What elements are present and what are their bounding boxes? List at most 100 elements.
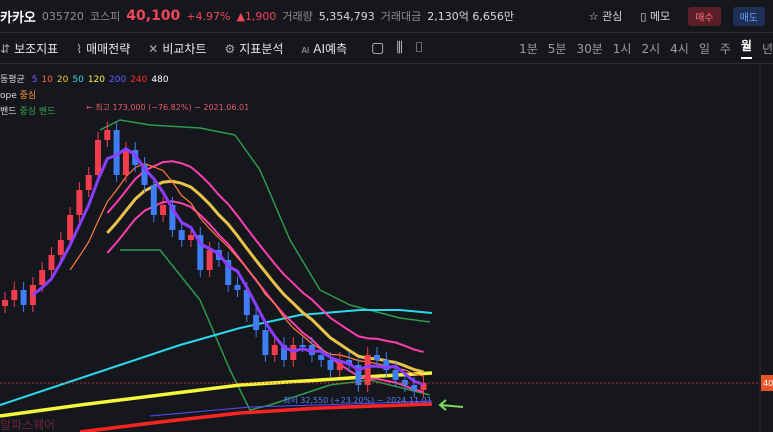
watermark: 알파스퀘어 (0, 418, 55, 432)
ma240 (79, 402, 433, 432)
period-button[interactable]: 5분 (547, 41, 567, 56)
period-button[interactable]: 2시 (641, 41, 661, 56)
change-pct: +4.97% (186, 9, 231, 23)
period-button[interactable]: 일 (698, 41, 710, 56)
tool-icon: ⇵ (0, 41, 11, 56)
tool-text: 보조지표 (14, 41, 59, 56)
ma-period: 240 (130, 75, 148, 85)
ma-legend: 동평균 5 10 20 50 120 200 240 480 (0, 72, 169, 85)
price: 40,100 (126, 8, 181, 24)
band-band: 밴드 (38, 107, 56, 117)
ma-period: 10 (41, 75, 53, 85)
band-lower (120, 249, 431, 411)
period-button[interactable]: 1시 (612, 41, 632, 56)
tool-button[interactable]: AI AI예측 (301, 40, 347, 57)
candle-body (234, 285, 241, 290)
candle-body (225, 260, 232, 285)
candle-body (411, 385, 418, 390)
period-button[interactable]: 30분 (576, 41, 603, 56)
ma200 (149, 400, 433, 417)
memo-text: 메모 (649, 10, 671, 23)
candle-body (401, 380, 408, 385)
price-tag-bg (761, 375, 773, 391)
candle-body (318, 355, 325, 360)
stock-code: 035720 (41, 9, 84, 23)
candle-body (76, 190, 83, 215)
candle-body (20, 290, 27, 305)
tool-icon: ⚙ (224, 41, 236, 56)
amount-label: 거래대금 (380, 10, 422, 23)
envelope-lower (106, 200, 424, 393)
watch-button[interactable]: ☆ 관심 (588, 10, 623, 23)
tool-button[interactable]: ⇵ 보조지표 (0, 40, 58, 57)
period-button[interactable]: 주 (719, 41, 731, 56)
candle-body (262, 330, 269, 355)
tool-icon-button[interactable]: ▢ (371, 40, 385, 56)
ma10 (69, 163, 424, 377)
period-button[interactable]: 년 (761, 41, 773, 56)
stock-name: 카카오 (0, 10, 36, 26)
ma50 (0, 309, 433, 406)
ma-period: 50 (72, 75, 84, 85)
candle-body (150, 185, 157, 215)
band-label: 밴드 (0, 107, 17, 117)
memo-button[interactable]: ▯ 메모 (640, 10, 671, 23)
volume-label: 거래량 (282, 10, 313, 23)
band-center: 중심 (19, 107, 36, 117)
change: ▲1,900 (236, 9, 277, 23)
toolbar: ⇵ 보조지표 ⌇ 매매전략 ✕ 비교차트 ⚙ 지표분석 AI AI예측 ▢ ⫼ ⌷ 1분 5분 30분 1시 2시… (0, 33, 773, 64)
envelope-center: 중심 (19, 91, 37, 101)
candle-body (374, 355, 380, 360)
candle-body (355, 365, 362, 385)
period-button[interactable]: 월 (740, 37, 752, 59)
candle-body (281, 345, 287, 360)
candle-body (299, 345, 306, 347)
sell-button[interactable]: 매도 (732, 6, 765, 26)
tool-button[interactable]: ⚙ 지표분석 (225, 40, 284, 57)
tool-icon-button[interactable]: ⌷ (414, 40, 424, 56)
candle-body (104, 130, 111, 140)
ma-period: 120 (87, 75, 105, 85)
period-button[interactable]: 1분 (519, 41, 538, 56)
arrow (438, 399, 464, 411)
tool-button[interactable]: ✕ 비교차트 (148, 40, 206, 57)
candle-body (169, 205, 176, 230)
ma-period: 5 (31, 75, 38, 85)
price-tag: 40 (763, 379, 773, 388)
candle-body (39, 270, 46, 285)
ma-period: 20 (56, 75, 69, 85)
candle-body (420, 383, 427, 390)
candle-body (113, 130, 120, 175)
market: 코스피 (89, 10, 121, 23)
candle-body (122, 150, 129, 175)
candle-body (57, 240, 64, 255)
candle-body (364, 355, 371, 385)
candle-body (67, 215, 74, 240)
ma120 (0, 371, 433, 418)
header: 카카오 035720 코스피 40,100 +4.97% ▲1,900 거래량 … (0, 0, 773, 33)
candle-body (95, 140, 101, 175)
candle-body (188, 235, 194, 240)
volume: 5,354,793 (318, 9, 375, 23)
candle-body (243, 290, 250, 315)
tool-icon-button[interactable]: ⫼ (396, 40, 403, 56)
ma20 (106, 179, 424, 374)
low-annotation: 최저 32,550 (+23.20%) − 2024.11.01 (283, 395, 432, 405)
tool-text: 매매전략 (86, 41, 131, 56)
high-annotation: ← 최고 173,000 (−76.82%) − 2021.06.01 (86, 102, 249, 112)
tool-text: AI예측 (313, 41, 348, 56)
candle-body (206, 250, 213, 270)
ma-label: 동평균 (0, 75, 25, 85)
tool-icon: ⌇ (76, 41, 83, 56)
period-button[interactable]: 4시 (670, 41, 689, 56)
buy-button[interactable]: 매수 (688, 6, 721, 26)
envelope-legend: ope 중심 (0, 88, 36, 101)
candle-body (11, 290, 18, 300)
band-legend: 밴드 중심 밴드 (0, 104, 55, 117)
ma-period: 480 (151, 75, 169, 85)
tool-text: 지표분석 (239, 41, 284, 56)
candle-body (383, 360, 390, 370)
candle-body (197, 235, 204, 270)
tool-button[interactable]: ⌇ 매매전략 (76, 40, 130, 57)
